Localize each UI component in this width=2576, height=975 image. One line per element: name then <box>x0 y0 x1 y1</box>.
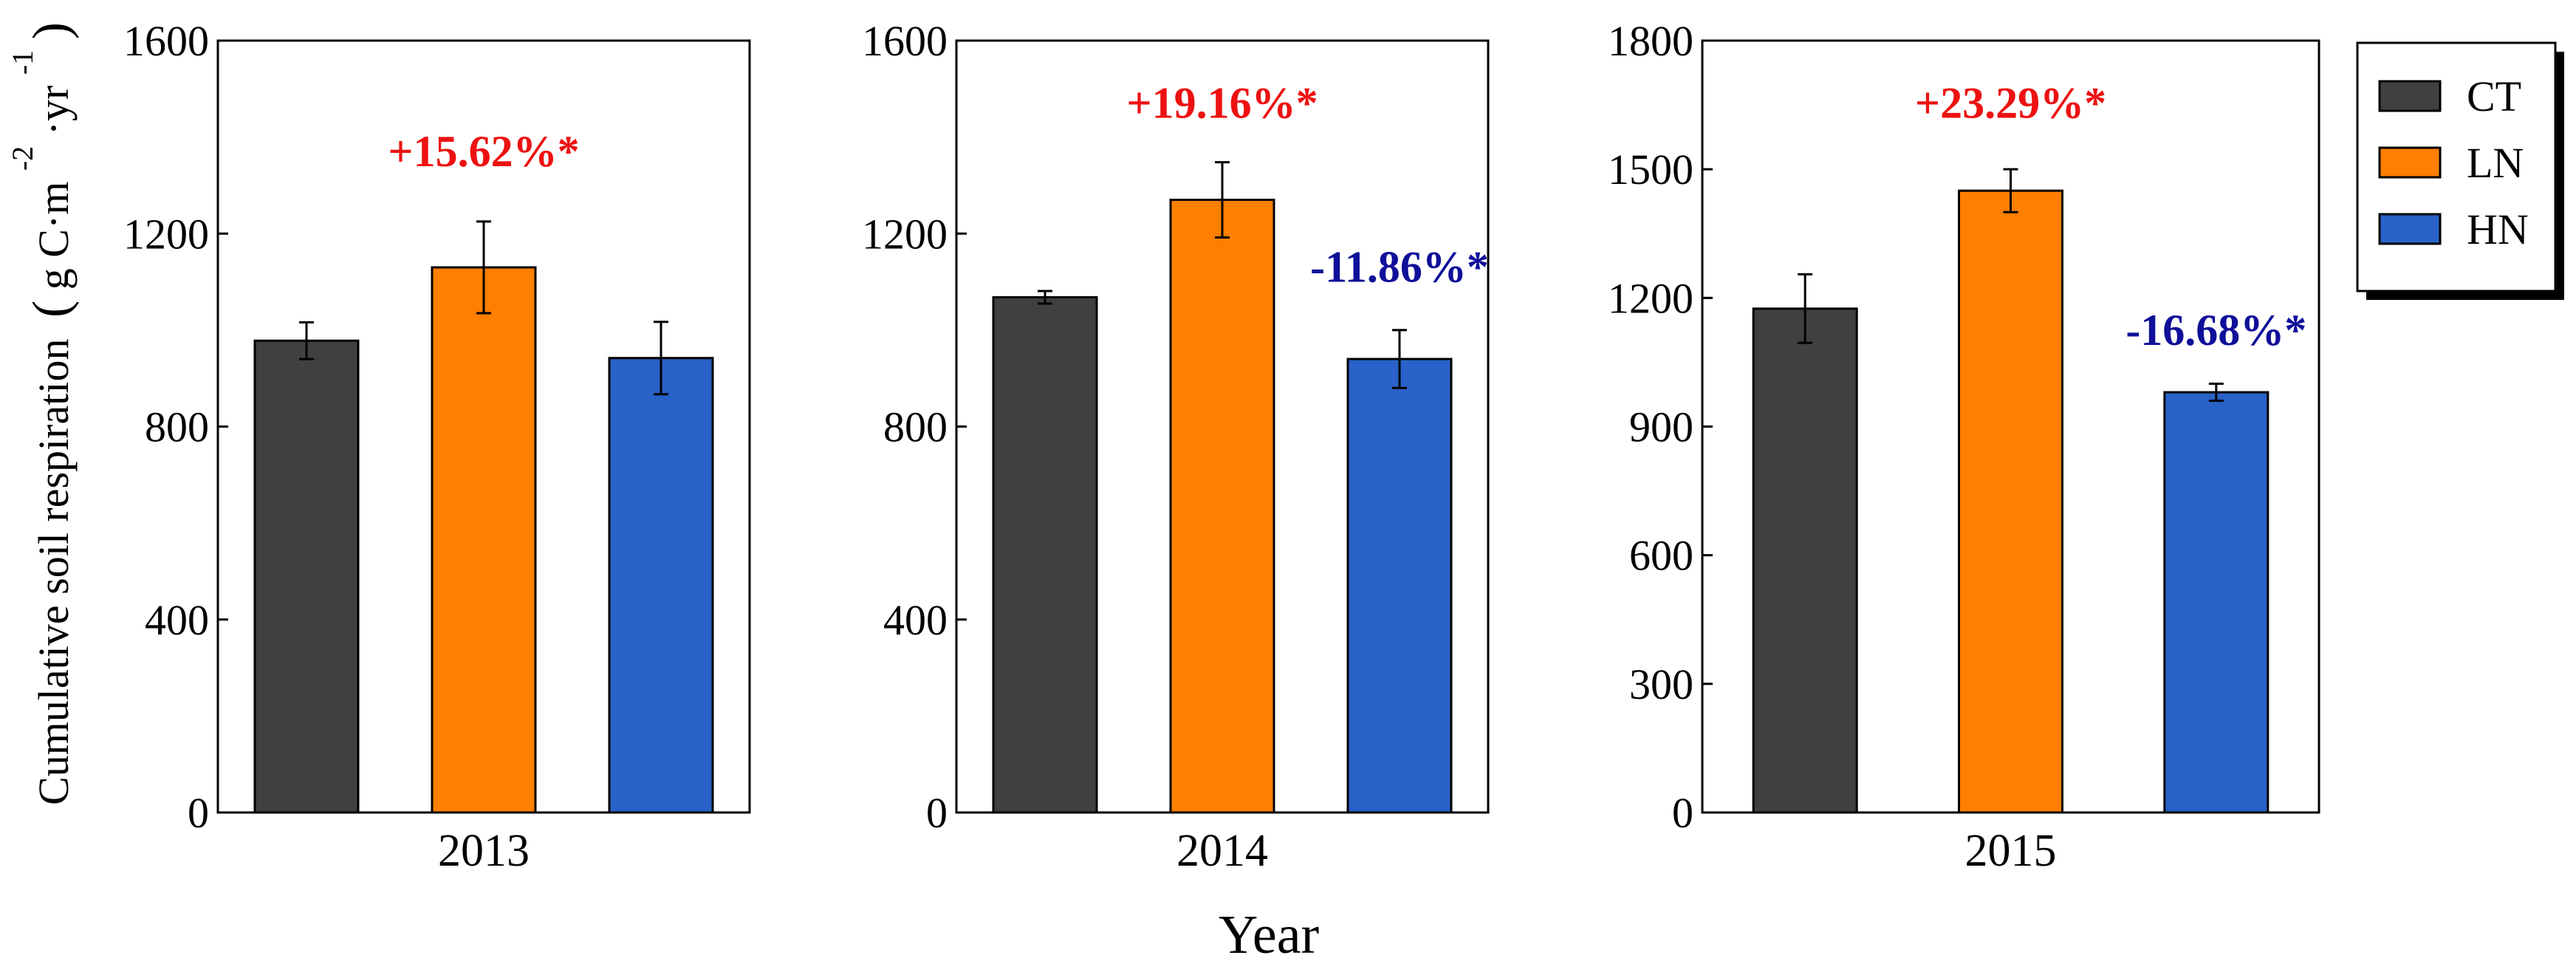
y-axis-label-main: Cumulative soil respiration <box>30 339 78 805</box>
x-axis-year-label: 2015 <box>1965 826 2057 876</box>
y-tick-label: 0 <box>1672 789 1693 837</box>
error-bar-ln <box>476 220 491 315</box>
y-tick-label: 900 <box>1629 403 1693 451</box>
error-bar-hn <box>654 321 668 396</box>
error-bar-ln <box>1215 161 1230 239</box>
percent-change-annotation: -16.68%* <box>2125 306 2306 355</box>
y-tick-label: 400 <box>883 596 948 644</box>
y-axis-label-unit-yr: ·yr <box>30 86 78 136</box>
y-tick-label: 1600 <box>862 17 948 65</box>
y-tick-label: 0 <box>926 789 948 837</box>
error-bar-ct <box>299 321 314 360</box>
x-axis-year-label: 2014 <box>1176 826 1268 876</box>
x-axis-year-label: 2013 <box>438 826 530 876</box>
y-tick-label: 1200 <box>862 210 948 258</box>
bar-hn <box>608 357 714 814</box>
error-bar-ln <box>2003 168 2018 213</box>
percent-change-annotation: +19.16%* <box>1126 79 1318 128</box>
y-tick-label: 400 <box>145 596 209 644</box>
chart-panel-2015: 0 300 600 900 1200 1500 1800 2015 +23.29%* -16.68… <box>1608 17 2320 876</box>
y-tick-label: 800 <box>883 403 948 451</box>
error-bar-hn <box>2208 382 2224 403</box>
bar-ln <box>1169 199 1275 814</box>
percent-change-annotation: +23.29%* <box>1915 79 2106 128</box>
legend-label-ln: LN <box>2467 139 2524 187</box>
y-tick-label: 800 <box>145 403 209 451</box>
y-tick-label: 1200 <box>123 210 209 258</box>
chart-panel-2013: 0 400 800 1200 1600 2013 +15.62%* <box>123 17 751 876</box>
percent-change-annotation: +15.62%* <box>388 127 579 176</box>
y-tick-label: 0 <box>188 789 209 837</box>
y-tick-label: 1500 <box>1608 146 1693 194</box>
legend-swatch-ct <box>2378 80 2442 112</box>
legend-label-hn: HN <box>2467 205 2529 253</box>
error-bar-ct <box>1798 273 1813 344</box>
bar-ln <box>431 266 537 814</box>
y-axis-label-unit: g C·m <box>30 182 78 290</box>
x-axis-label: Year <box>1219 905 1319 965</box>
bar-hn <box>1346 358 1453 814</box>
y-axis-label-exp1: -2 <box>6 146 39 171</box>
bar-ct <box>1752 307 1858 814</box>
y-tick-label: 600 <box>1629 532 1693 580</box>
chart-panel-2014: 0 400 800 1200 1600 2014 +19.16%* -11.86%* <box>862 17 1490 876</box>
percent-change-annotation: -11.86%* <box>1310 243 1489 292</box>
legend: CT LN HN <box>2356 41 2564 300</box>
y-tick-label: 1200 <box>1608 274 1693 322</box>
y-tick-label: 300 <box>1629 660 1693 708</box>
bar-ct <box>253 339 360 814</box>
y-tick-label: 1600 <box>123 17 209 65</box>
y-tick-label: 1800 <box>1608 17 1693 65</box>
legend-swatch-ln <box>2378 146 2442 179</box>
legend-label-ct: CT <box>2467 72 2521 120</box>
y-axis-label: Cumulative soil respiration ( g C·m -2 ·… <box>0 22 80 805</box>
error-bar-ct <box>1038 290 1052 305</box>
bar-hn <box>2163 391 2270 814</box>
error-bar-hn <box>1392 329 1407 389</box>
legend-swatch-hn <box>2378 213 2442 245</box>
y-axis-label-exp2: -1 <box>6 50 39 75</box>
bar-ln <box>1958 189 2063 814</box>
bar-ct <box>992 295 1098 814</box>
